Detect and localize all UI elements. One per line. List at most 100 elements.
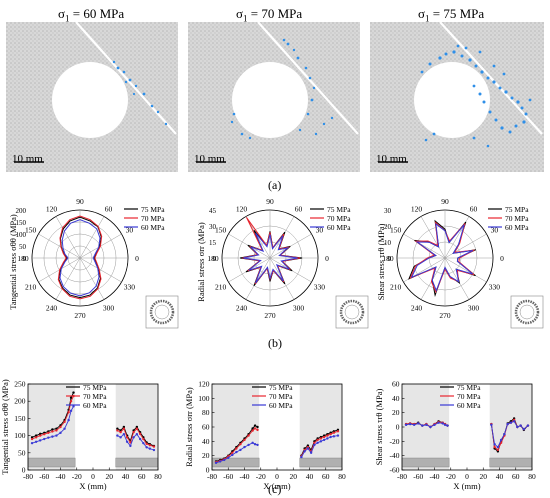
angle-label: 120 [236,205,248,214]
inset-ring [339,299,365,325]
series-point-70-MPa [63,420,66,424]
series-point-70-MPa [316,438,319,442]
angle-label: 90 [76,197,84,206]
series-point-60-MPa [142,441,145,445]
angle-label: 120 [46,205,58,214]
r-tick-label: 10 [384,239,392,247]
series-point-75-MPa [253,424,257,427]
series-point-75-MPa [116,427,119,430]
polar-ylabel: Radial stress σrr (MPa) [196,222,206,302]
polar-ylabel: Shear stress τrθ (MPa) [376,224,386,301]
angle-label: 120 [411,205,423,214]
series-point-60-MPa [116,434,119,437]
x-tick-label: -40 [430,472,440,481]
series-point-60-MPa [526,424,530,427]
r-tick-label: 0 [23,255,27,263]
angle-label: 300 [468,303,480,312]
angle-label: 240 [411,303,423,312]
series-point-60-MPa [512,420,516,423]
series-point-70-MPa [247,434,250,437]
series-point-60-MPa [306,447,310,450]
x-tick-label: -20 [256,472,266,481]
angle-label: 270 [264,311,276,320]
angle-label: 180 [17,254,29,263]
series-point-70-MPa [138,432,142,436]
x-axis-label: X (mm) [79,481,106,491]
angle-label: 60 [295,205,303,214]
y-tick-label: -60 [390,466,400,475]
series-point-75-MPa [38,432,42,436]
series-point-60-MPa [256,443,259,447]
series-point-75-MPa [34,434,38,437]
series-point-60-MPa [499,438,503,442]
r-tick-label: 0 [388,255,392,263]
x-tick-label: 0 [275,472,279,481]
dem-image-70-svg [188,22,360,172]
panel-c-label: (c) [268,482,282,496]
scale-label-70: 10 mm [194,153,225,165]
series-point-70-MPa [30,437,34,441]
series-point-75-MPa [256,425,259,429]
polar-chart-b1: 0306090120150180210240270300330050100150… [8,197,179,329]
legend-label-70-MPa: 70 MPa [269,392,293,401]
legend-label-70-MPa: 70 MPa [327,214,351,223]
x-tick-label: 0 [465,472,469,481]
series-point-60-MPa [425,423,428,427]
image-title-60: σ1 = 60 MPa [58,6,125,24]
series-point-60-MPa [441,422,444,425]
series-point-70-MPa [38,434,42,437]
shaded-region-left [402,384,450,470]
series-point-60-MPa [443,423,447,427]
series-point-70-MPa [145,442,148,446]
polar-series-60-MPa [243,232,298,284]
series-point-60-MPa [309,451,313,454]
y-tick-label: 250 [14,380,26,389]
series-point-75-MPa [135,425,139,429]
polar-chart-b3: 0 30 60 90 120 150 180 210 240 270 300 330 0 10 20 30 Sh… [376,197,544,329]
series-point-60-MPa [125,440,129,443]
polar-ylabel: Tangential stress σθθ (MPa) [8,214,18,310]
x-tick-label: -20 [446,472,456,481]
series-point-60-MPa [30,441,34,445]
scale-label-60: 10 mm [12,153,43,165]
series-point-70-MPa [43,433,46,436]
x-axis-label: X (mm) [263,481,290,491]
series-point-60-MPa [67,418,70,422]
series-point-60-MPa [138,437,142,441]
polar-spoke [403,233,446,259]
legend-label-60-MPa: 60 MPa [83,401,107,410]
y-tick-label: 60 [392,380,400,389]
series-point-60-MPa [119,436,122,439]
gauge-strip-right [489,457,533,468]
line-chart-c1: -80 -60 -40 -20 0 20 40 60 80 0 50 100 150 200 250 X (m… [0,379,162,491]
legend-label-60-MPa: 60 MPa [327,223,351,232]
series-point-60-MPa [222,458,226,462]
series-point-60-MPa [132,436,135,439]
series-point-60-MPa [239,448,242,452]
series-point-60-MPa [329,435,332,439]
shaded-region-left [212,384,260,470]
y-tick-label: 0 [22,466,26,475]
angle-label: 60 [470,205,478,214]
x-tick-label: -60 [413,472,423,481]
angle-label: 60 [105,205,113,214]
legend-label-70-MPa: 70 MPa [505,214,529,223]
x-tick-label: -80 [397,472,407,481]
series-point-75-MPa [122,425,126,429]
polar-series-70-MPa [242,217,300,285]
series-point-60-MPa [516,425,519,429]
x-axis-label: X (mm) [453,481,480,491]
angle-label: 30 [316,226,324,235]
series-point-60-MPa [429,425,432,429]
angle-label: 210 [25,283,37,292]
hole [414,62,490,138]
polar-spoke [245,257,271,300]
angle-label: 210 [215,283,227,292]
series-point-60-MPa [34,440,38,443]
x-tick-label: -80 [23,472,33,481]
series-point-70-MPa [34,436,38,439]
y-tick-label: 20 [202,451,210,460]
series-point-75-MPa [30,436,34,439]
x-tick-label: 80 [528,472,536,481]
